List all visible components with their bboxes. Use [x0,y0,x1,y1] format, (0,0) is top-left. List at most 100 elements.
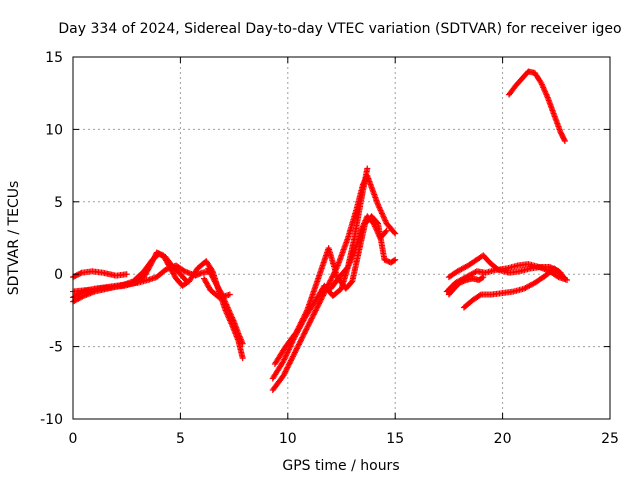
grid [73,57,610,419]
data-point [284,364,291,371]
data-point [302,310,309,317]
data-point [314,303,321,310]
y-axis-label: SDTVAR / TECUs [6,181,22,296]
data-point [303,325,310,332]
data-point [294,326,301,333]
data-point [306,319,313,326]
data-point [147,262,154,269]
data-point [285,361,292,368]
y-tick-label: -10 [40,412,63,428]
x-tick-label: 25 [601,431,619,447]
data-point [303,308,310,315]
data-point [79,293,86,300]
data-point [149,257,156,264]
data-point [316,299,323,306]
data-point [326,278,333,285]
data-point [560,274,567,281]
data-point [328,274,335,281]
data-point [291,349,298,356]
data-point [301,329,308,336]
data-point [295,342,302,349]
data-point [293,329,300,336]
data-point [290,352,297,359]
data-point [392,230,399,237]
data-point [283,367,290,374]
x-axis-label: GPS time / hours [282,458,399,474]
data-point [293,346,300,353]
data-point [286,360,293,367]
data-point [309,314,316,321]
data-point [293,345,300,352]
data-point [302,311,309,318]
data-point [280,372,287,379]
data-point [300,314,307,321]
data-point [294,327,301,334]
y-tick-label: 5 [54,195,63,211]
data-point [151,254,158,261]
data-point [317,297,324,304]
data-point [561,136,568,143]
data-point [291,350,298,357]
x-tick-label: 5 [176,431,185,447]
y-tick-label: 15 [45,50,63,66]
chart-title: Day 334 of 2024, Sidereal Day-to-day VTE… [58,21,621,37]
data-point [295,325,302,332]
data-point [312,308,319,315]
data-point [561,137,568,144]
data-point [205,265,212,272]
data-point [289,354,296,361]
series-arc-f [201,275,233,301]
data-point [226,291,233,298]
data-point [306,320,313,327]
x-tick-label: 10 [279,431,297,447]
x-tick-label: 0 [69,431,78,447]
data-point [557,269,564,276]
data-point [391,257,398,264]
data-point [556,268,563,275]
data-point [287,358,294,365]
axis-ticks: 0 5 10 15 20 25 -10 -5 0 5 10 15 [40,50,619,447]
data-point [329,273,336,280]
data-point [149,258,156,265]
data-point [326,280,333,287]
data-point [297,320,304,327]
data-point [479,274,486,281]
series-arc-m [460,265,564,311]
data-point [209,274,216,281]
series-arc-c [70,250,190,305]
series-arc-e [205,265,246,347]
data-point [207,269,214,276]
data-point [305,322,312,329]
data-point [147,261,154,268]
data-point [297,337,304,344]
data-point [217,288,224,295]
data-point [294,344,301,351]
data-point [151,253,158,260]
series-arc-d [70,249,246,362]
data-point [476,292,483,299]
data-point [301,312,308,319]
data-point [150,255,157,262]
data-point [315,301,322,308]
data-point [391,229,398,236]
data-point [310,312,317,319]
data-point [296,322,303,329]
series-arc-o [506,68,568,144]
plot-frame [72,56,611,420]
data-point [554,273,561,280]
data-point [299,333,306,340]
data-point [205,266,212,273]
data-point [328,276,335,283]
data-point [239,355,246,362]
series-arc-n [445,274,487,298]
data-point [208,271,215,278]
data-point [480,274,487,281]
data-point [123,271,130,278]
data-point [302,327,309,334]
data-point [304,323,311,330]
data-point [311,310,318,317]
y-tick-label: 0 [54,267,63,283]
data-point [301,330,308,337]
data-point [239,340,246,347]
data-point [300,315,307,322]
